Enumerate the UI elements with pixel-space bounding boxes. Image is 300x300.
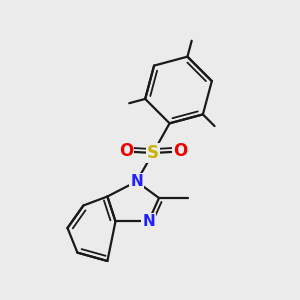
Text: O: O: [173, 142, 187, 160]
Text: O: O: [119, 142, 133, 160]
Text: N: N: [130, 174, 143, 189]
Text: S: S: [147, 144, 159, 162]
Text: N: N: [142, 214, 155, 229]
